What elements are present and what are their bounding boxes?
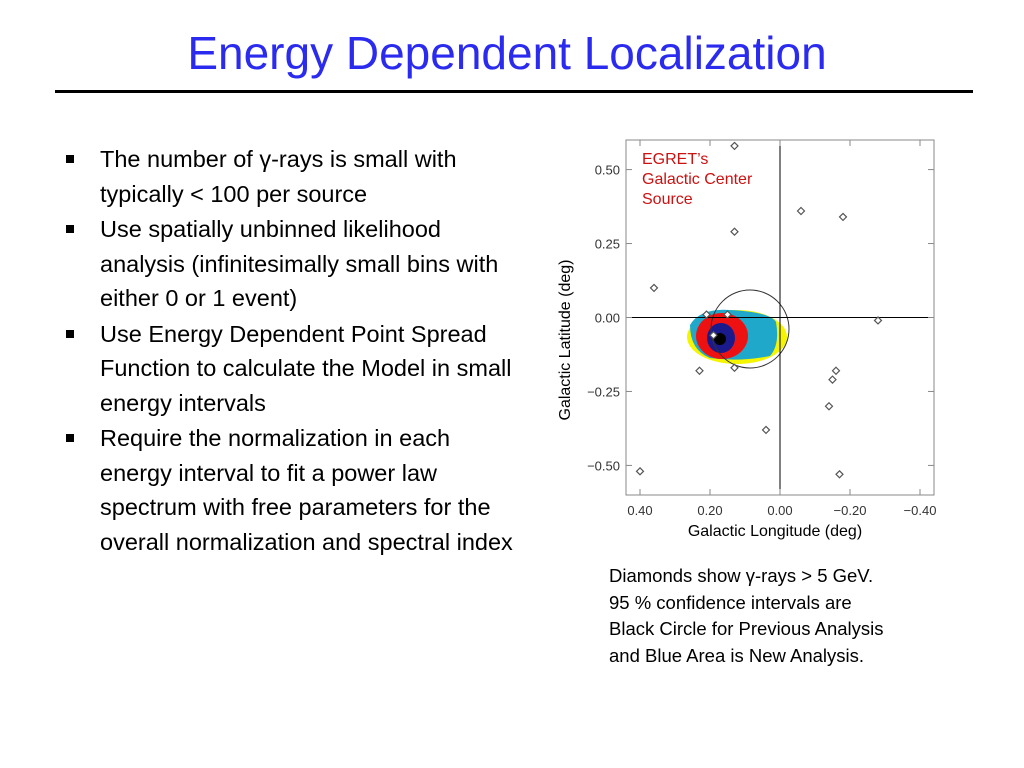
- x-tick-label: −0.20: [834, 503, 867, 518]
- y-tick-label: 0.25: [595, 237, 620, 252]
- x-tick-label: −0.40: [904, 503, 937, 518]
- x-tick-label: 0.20: [697, 503, 722, 518]
- y-tick-label: −0.50: [587, 458, 620, 473]
- annotation: EGRET’s: [642, 151, 708, 168]
- slide-title: Energy Dependent Localization: [187, 27, 827, 79]
- y-tick-label: 0.00: [595, 311, 620, 326]
- caption-line: Black Circle for Previous Analysis: [609, 618, 884, 639]
- diamond-point: [824, 401, 834, 411]
- annotation: Galactic Center: [642, 171, 753, 188]
- caption: Diamonds show γ-rays > 5 GeV. 95 % confid…: [609, 563, 884, 669]
- previous-circle: [710, 289, 790, 369]
- y-axis-label: Galactic Latitude (deg): [557, 260, 574, 421]
- diamond-point: [835, 469, 844, 479]
- x-axis-label: Galactic Longitude (deg): [688, 523, 862, 540]
- diamond-point: [730, 363, 739, 373]
- diamond-point: [702, 310, 711, 319]
- caption-line: 95 % confidence intervals are: [609, 591, 852, 613]
- title-rule: [55, 90, 973, 93]
- diamond-point: [761, 425, 771, 435]
- diamond-point: [635, 466, 645, 476]
- diamond-point: [873, 316, 883, 325]
- bullet: Require the normalization in each energy…: [62, 421, 522, 559]
- x-tick-label: 0.40: [627, 503, 652, 518]
- diamond-point: [838, 212, 848, 222]
- diamond-point: [730, 227, 739, 237]
- diamond-point: [796, 206, 806, 216]
- diamond-point: [828, 375, 837, 384]
- bullet: Use spatially unbinned likelihood analys…: [62, 212, 522, 316]
- diamond-point: [730, 141, 739, 151]
- y-tick-label: 0.50: [595, 163, 620, 178]
- diamond-point: [831, 366, 841, 376]
- bullet: Use Energy Dependent Point Spread Functi…: [62, 317, 522, 421]
- annotation: Source: [642, 191, 693, 208]
- diamond-point: [649, 283, 659, 293]
- bullet: The number of γ-rays is small with typic…: [62, 142, 522, 211]
- caption-line: Diamonds show γ-rays > 5 GeV.: [609, 565, 874, 586]
- x-tick-label: 0.00: [767, 503, 792, 518]
- diamond-point: [695, 366, 704, 376]
- diamond-point: [709, 330, 718, 340]
- y-tick-label: −0.25: [587, 384, 620, 399]
- diamond-point: [723, 310, 732, 319]
- localization-area: [687, 289, 790, 369]
- bullet-list: The number of γ-rays is small with typic…: [62, 142, 522, 560]
- caption-line: and Blue Area is New Analysis.: [609, 644, 865, 666]
